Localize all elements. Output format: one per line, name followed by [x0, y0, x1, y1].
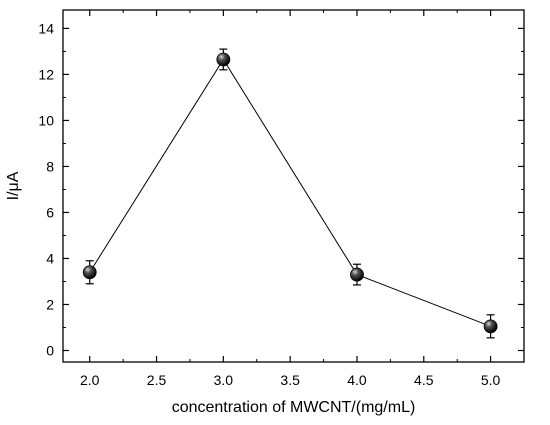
data-point: [216, 52, 231, 67]
x-tick-label: 3.0: [214, 372, 234, 388]
plot-frame: [62, 9, 525, 363]
series-line: [89, 58, 491, 327]
y-tick-label: 12: [38, 66, 54, 82]
x-tick-label: 2.5: [147, 372, 167, 388]
y-tick-label: 2: [46, 296, 54, 312]
data-point: [82, 265, 97, 280]
data-point: [350, 267, 364, 282]
y-tick-label: 4: [46, 250, 54, 266]
y-tick-label: 10: [38, 112, 54, 128]
y-tick-label: 14: [38, 20, 54, 36]
x-tick-label: 5.0: [481, 372, 501, 388]
x-tick-label: 4.0: [347, 372, 367, 388]
data-point: [483, 319, 498, 334]
y-tick-label: 6: [46, 204, 54, 220]
y-axis-title: I/μA: [5, 171, 22, 200]
x-tick-label: 2.0: [80, 372, 100, 388]
x-tick-label: 3.5: [280, 372, 300, 388]
x-axis-title: concentration of MWCNT/(mg/mL): [172, 399, 416, 416]
plot-area: 2.0 2.5 3.0 3.5 4.0 4.5 5.0 0 2 4 6 8 10 12 14: [38, 9, 525, 388]
x-tick-label: 4.5: [414, 372, 434, 388]
y-tick-label: 8: [46, 158, 54, 174]
y-tick-label: 0: [46, 342, 54, 358]
